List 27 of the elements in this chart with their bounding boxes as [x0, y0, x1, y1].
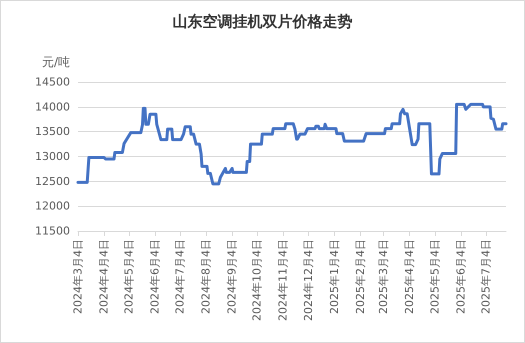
x-tick-label: 2025年5月4日 [428, 239, 442, 314]
x-tick-label: 2024年10月4日 [250, 239, 264, 321]
x-tick-label: 2025年2月4日 [354, 239, 367, 314]
y-tick-label: 14500 [35, 76, 70, 88]
chart-title: 山东空调挂机双片价格走势 [172, 12, 352, 30]
y-tick-label: 12000 [35, 200, 70, 213]
x-tick-label: 2024年12月4日 [302, 239, 315, 321]
line-series [76, 102, 508, 186]
y-tick-label: 14000 [35, 100, 70, 114]
y-tick-label: 11500 [35, 224, 70, 238]
y-tick-label: 12500 [35, 174, 70, 188]
x-tick-label: 2024年5月4日 [122, 239, 136, 314]
y-axis-title: 元/吨 [42, 55, 70, 69]
x-tick-label: 2024年11月4日 [276, 239, 290, 321]
x-tick-label: 2025年1月4日 [328, 239, 341, 314]
y-tick-label: 13000 [35, 150, 70, 163]
x-tick-label: 2024年7月4日 [174, 239, 187, 314]
x-tick-label: 2025年4月4日 [403, 239, 416, 314]
x-tick-label: 2025年3月4日 [377, 239, 390, 314]
x-tick-label: 2025年7月4日 [479, 239, 492, 314]
x-tick-label: 2024年4月4日 [97, 239, 110, 314]
y-tick-label: 13500 [35, 125, 70, 138]
x-tick-label: 2025年6月4日 [454, 239, 468, 314]
x-tick-label: 2024年3月4日 [72, 239, 84, 314]
x-tick-label: 2024年9月4日 [226, 239, 239, 314]
x-tick-label: 2024年8月4日 [200, 239, 213, 314]
x-tick-label: 2024年6月4日 [148, 239, 162, 314]
